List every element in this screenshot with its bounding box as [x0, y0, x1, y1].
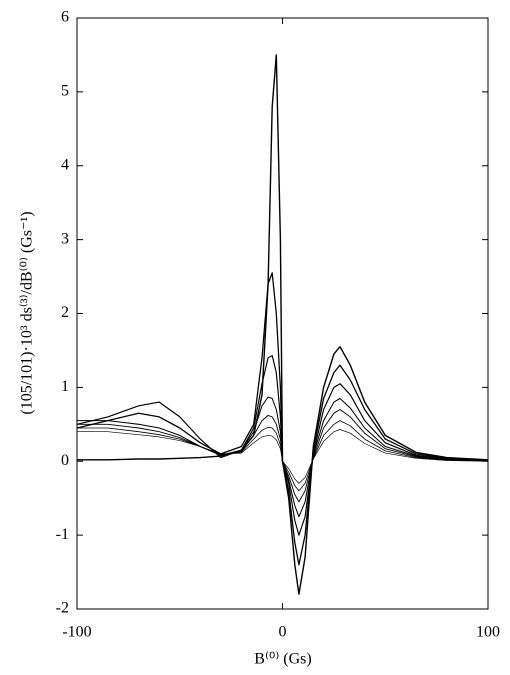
y-tick-label: 3	[61, 230, 69, 247]
series-line	[77, 54, 489, 595]
y-tick-label: 5	[61, 83, 69, 100]
x-axis-label: B⁽⁰⁾ (Gs)	[254, 651, 311, 668]
y-tick-label: 1	[61, 378, 69, 395]
y-tick-label: 4	[61, 156, 69, 173]
y-tick-label: -2	[56, 600, 69, 617]
y-tick-label: 0	[61, 452, 69, 469]
series-line	[77, 429, 489, 484]
y-tick-label: -1	[56, 526, 69, 543]
x-tick-label: -100	[62, 624, 91, 641]
y-tick-label: 2	[61, 304, 69, 321]
x-tick-label: 0	[279, 624, 287, 641]
plot-frame	[76, 17, 489, 610]
y-axis-label: (105/101)·10³ ds⁽³⁾/dB⁽⁰⁾ (Gs⁻¹)	[19, 211, 36, 414]
x-tick-label: 100	[476, 624, 500, 641]
y-tick-label: 6	[61, 9, 69, 26]
